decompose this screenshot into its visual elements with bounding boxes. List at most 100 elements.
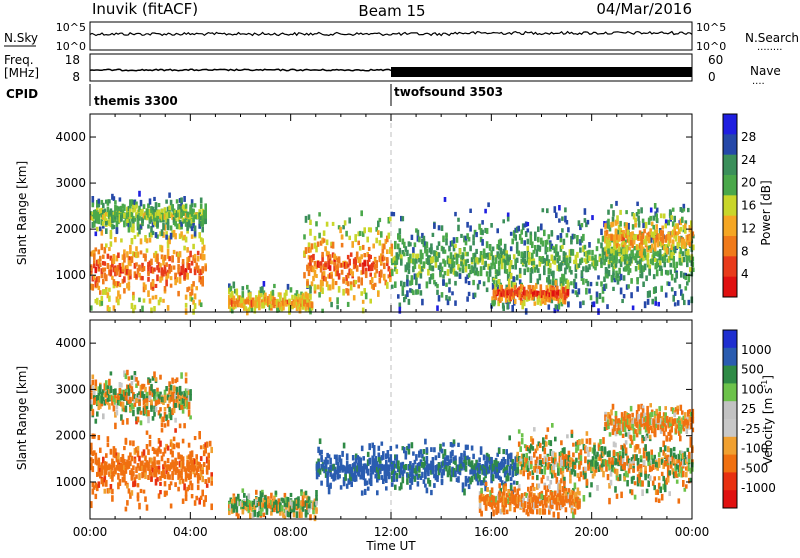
echo-cell [140,420,143,425]
echo-cell [605,284,608,289]
echo-cell [242,291,245,297]
echo-cell [261,492,264,497]
echo-cell [152,281,155,287]
echo-cell [98,276,101,283]
echo-cell [432,461,435,465]
echo-cell [189,268,192,273]
echo-cell [648,237,651,244]
echo-cell [92,409,95,415]
echo-cell [438,241,441,246]
echo-cell [287,498,290,502]
echo-cell [483,455,486,461]
echo-cell [567,290,570,296]
echo-cell [684,242,687,249]
echo-cell [188,403,191,409]
echo-cell [497,279,500,284]
echo-cell [204,495,207,502]
echo-cell [456,257,459,263]
echo-cell [628,246,631,250]
colorbar-tick-label: 20 [741,176,756,190]
echo-cell [630,292,633,298]
echo-cell [129,397,132,402]
echo-cell [563,239,566,245]
echo-cell [654,286,657,293]
echo-cell [164,474,167,479]
echo-cell [442,279,445,285]
echo-cell [570,281,573,285]
echo-cell [336,263,339,270]
echo-cell [270,493,273,499]
echo-cell [140,200,143,206]
echo-cell [385,476,388,483]
echo-cell [481,239,484,246]
echo-cell [560,266,563,271]
echo-cell [514,299,517,304]
echo-cell [394,281,397,288]
echo-cell [288,299,291,303]
echo-cell [359,246,362,251]
echo-cell [520,229,523,234]
echo-cell [376,490,379,495]
echo-cell [101,469,104,475]
echo-cell [182,439,185,444]
echo-cell [393,212,396,216]
echo-cell [146,431,149,435]
echo-cell [122,420,125,425]
echo-cell [179,277,182,284]
echo-cell [338,474,341,478]
echo-cell [126,418,129,424]
echo-cell [357,276,360,282]
echo-cell [128,286,131,290]
echo-cell [159,297,162,302]
echo-cell [536,475,539,480]
echo-cell [105,274,108,281]
echo-cell [123,288,126,293]
echo-cell [132,471,135,477]
echo-cell [454,244,457,248]
echo-cell [98,481,101,487]
echo-cell [311,302,314,308]
echo-cell [513,481,516,485]
echo-cell [411,442,414,448]
echo-cell [465,466,468,472]
echo-cell [329,297,332,302]
echo-cell [660,213,663,218]
echo-cell [405,451,408,455]
echo-cell [192,281,195,287]
echo-cell [683,257,686,262]
echo-cell [685,286,688,290]
echo-cell [539,443,542,448]
echo-cell [418,284,421,289]
echo-cell [95,247,98,251]
echo-cell [650,208,653,213]
echo-cell [162,223,165,230]
echo-cell [105,221,108,225]
echo-cell [651,299,654,305]
echo-cell [255,490,258,495]
echo-cell [192,244,195,249]
echo-cell [204,203,207,210]
echo-cell [633,240,636,245]
echo-cell [98,286,101,290]
echo-cell [174,418,177,423]
echo-cell [492,247,495,252]
echo-cell [658,254,661,261]
echo-cell [117,396,120,400]
echo-cell [167,219,170,224]
echo-cell [273,284,276,288]
echo-cell [487,202,490,207]
echo-cell [646,255,649,260]
echo-cell [405,455,408,460]
echo-cell [432,266,435,272]
echo-cell [108,199,111,203]
echo-cell [315,495,318,501]
echo-cell [119,197,122,201]
echo-cell [375,269,378,274]
echo-cell [475,232,478,237]
echo-cell [164,481,167,486]
echo-cell [477,284,480,290]
echo-cell [152,416,155,421]
echo-cell [408,449,411,455]
